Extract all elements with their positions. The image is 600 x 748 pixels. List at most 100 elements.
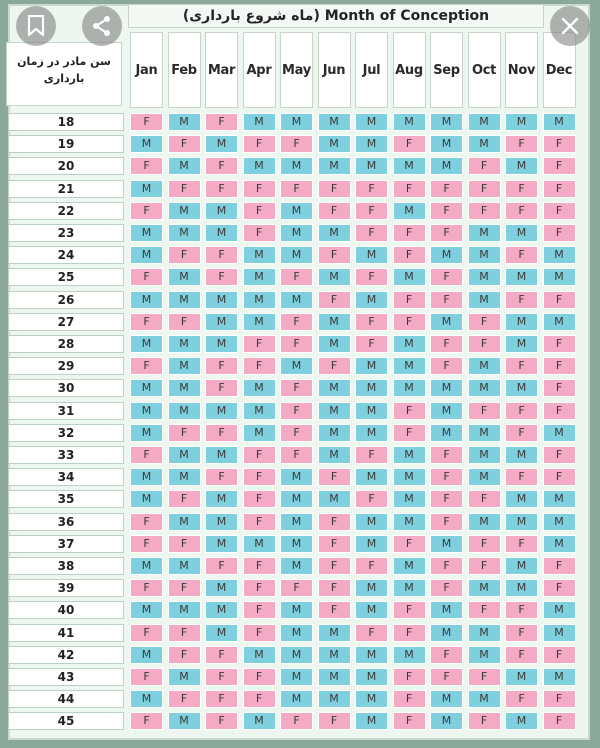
- gender-cell: M: [167, 290, 201, 309]
- gender-cell: F: [392, 601, 426, 620]
- gender-cell: F: [205, 357, 238, 376]
- close-button[interactable]: [550, 6, 590, 46]
- gender-cell: M: [317, 135, 351, 154]
- gender-cell: F: [355, 557, 388, 575]
- gender-cell: M: [355, 357, 388, 376]
- gender-cell: F: [167, 490, 201, 509]
- age-cell: 45: [8, 712, 124, 731]
- gender-cell: F: [280, 312, 313, 331]
- gender-cell: M: [467, 113, 501, 131]
- gender-cell: F: [392, 290, 426, 309]
- gender-cell: M: [280, 512, 313, 531]
- gender-cell: M: [280, 557, 313, 575]
- age-cell: 24: [8, 246, 124, 265]
- gender-cell: F: [355, 446, 388, 464]
- gender-cell: M: [392, 446, 426, 464]
- gender-cell: F: [430, 579, 463, 598]
- gender-cell: F: [317, 246, 351, 265]
- share-button[interactable]: [82, 6, 122, 46]
- gender-cell: F: [242, 601, 276, 620]
- gender-cell: F: [430, 224, 463, 242]
- gender-cell: M: [355, 423, 388, 442]
- gender-cell: M: [505, 224, 538, 242]
- gender-cell: F: [242, 179, 276, 198]
- gender-cell: F: [130, 312, 163, 331]
- gender-cell: F: [205, 268, 238, 287]
- gender-cell: M: [505, 157, 538, 176]
- age-cell: 22: [8, 201, 124, 220]
- gender-cell: M: [355, 690, 388, 709]
- gender-cell: M: [355, 113, 388, 131]
- gender-cell: M: [467, 135, 501, 154]
- gender-cell: F: [467, 712, 501, 731]
- gender-cell: F: [430, 668, 463, 686]
- gender-cell: M: [355, 512, 388, 531]
- gender-cell: M: [242, 268, 276, 287]
- gender-cell: F: [505, 179, 538, 198]
- gender-cell: F: [280, 179, 313, 198]
- gender-cell: F: [167, 623, 201, 642]
- gender-cell: F: [505, 246, 538, 265]
- gender-cell: F: [505, 357, 538, 376]
- gender-cell: M: [355, 290, 388, 309]
- gender-cell: M: [542, 623, 576, 642]
- gender-cell: M: [280, 246, 313, 265]
- bookmark-button[interactable]: [16, 6, 56, 46]
- age-cell: 25: [8, 268, 124, 287]
- gender-cell: F: [392, 623, 426, 642]
- gender-cell: F: [167, 179, 201, 198]
- gender-cell: M: [205, 290, 238, 309]
- gender-cell: F: [280, 423, 313, 442]
- gender-cell: M: [130, 468, 163, 487]
- gender-cell: M: [280, 468, 313, 487]
- gender-cell: M: [355, 379, 388, 398]
- gender-cell: F: [542, 335, 576, 353]
- gender-cell: F: [355, 312, 388, 331]
- gender-cell: M: [467, 690, 501, 709]
- gender-cell: M: [280, 113, 313, 131]
- gender-cell: F: [467, 312, 501, 331]
- gender-cell: F: [167, 645, 201, 664]
- gender-cell: M: [317, 268, 351, 287]
- gender-cell: M: [280, 490, 313, 509]
- month-header-jan: Jan: [130, 32, 163, 108]
- gender-cell: F: [317, 712, 351, 731]
- gender-cell: M: [130, 246, 163, 265]
- age-cell: 29: [8, 357, 124, 376]
- gender-cell: F: [130, 201, 163, 220]
- gender-cell: M: [505, 379, 538, 398]
- month-header-mar: Mar: [205, 32, 238, 108]
- gender-cell: F: [280, 579, 313, 598]
- gender-cell: M: [280, 690, 313, 709]
- gender-cell: M: [542, 246, 576, 265]
- gender-cell: F: [355, 179, 388, 198]
- gender-cell: M: [242, 246, 276, 265]
- gender-cell: F: [242, 224, 276, 242]
- age-cell: 20: [8, 157, 124, 176]
- gender-cell: M: [167, 668, 201, 686]
- gender-cell: F: [130, 157, 163, 176]
- gender-cell: M: [542, 490, 576, 509]
- gender-cell: M: [355, 579, 388, 598]
- gender-cell: M: [505, 268, 538, 287]
- age-cell: 35: [8, 490, 124, 509]
- gender-cell: M: [280, 201, 313, 220]
- gender-cell: F: [355, 335, 388, 353]
- gender-cell: F: [130, 512, 163, 531]
- gender-cell: F: [542, 446, 576, 464]
- gender-cell: F: [467, 201, 501, 220]
- gender-cell: M: [205, 512, 238, 531]
- gender-cell: M: [467, 645, 501, 664]
- gender-cell: F: [130, 623, 163, 642]
- gender-cell: M: [542, 423, 576, 442]
- gender-cell: F: [317, 601, 351, 620]
- gender-cell: F: [430, 557, 463, 575]
- gender-cell: M: [505, 490, 538, 509]
- gender-cell: M: [430, 379, 463, 398]
- gender-cell: F: [280, 712, 313, 731]
- gender-cell: F: [430, 335, 463, 353]
- gender-cell: M: [430, 601, 463, 620]
- gender-cell: M: [430, 712, 463, 731]
- gender-cell: F: [167, 312, 201, 331]
- gender-cell: F: [542, 357, 576, 376]
